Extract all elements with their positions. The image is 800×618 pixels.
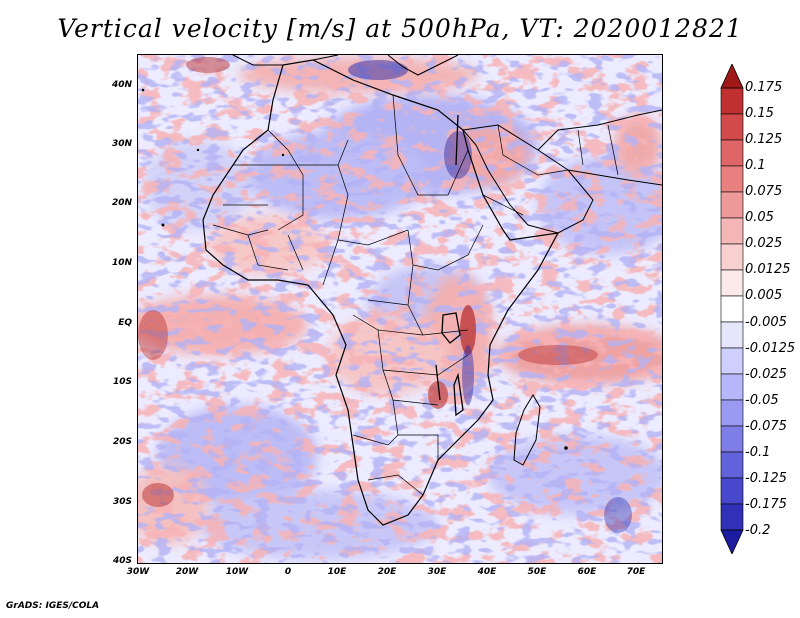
grads-credit: GrADS: IGES/COLA (6, 601, 100, 611)
lat-label: 10S (112, 377, 132, 387)
colorbar-bottom-arrow (720, 529, 744, 554)
lat-label: 10N (111, 258, 132, 268)
lat-label: 20N (111, 198, 132, 208)
colorbar-band (720, 191, 744, 219)
colorbar-label: -0.0125 (745, 341, 796, 356)
colorbar-label: 0.075 (745, 184, 783, 199)
colorbar-label: -0.025 (745, 367, 787, 382)
lon-label: 70E (626, 567, 646, 577)
colorbar-band (720, 425, 744, 453)
colorbar-band (720, 243, 744, 271)
colorbar-band (720, 503, 744, 531)
lon-label: 60E (577, 567, 597, 577)
islands (141, 88, 568, 450)
colorbar-band (720, 113, 744, 141)
colorbar-band (720, 295, 744, 323)
colorbar-bands (720, 87, 744, 531)
colorbar-label: -0.1 (745, 445, 771, 460)
colorbar (720, 64, 744, 554)
colorbar-label: -0.05 (745, 393, 779, 408)
velocity-field-map (138, 55, 662, 563)
colorbar-label: -0.005 (745, 315, 787, 330)
colorbar-band (720, 217, 744, 245)
lat-label: EQ (118, 318, 132, 328)
colorbar-label: -0.175 (745, 497, 787, 512)
lon-label: 50E (527, 567, 547, 577)
country-borders (212, 94, 619, 496)
lat-label: 20S (112, 437, 132, 447)
lat-label: 40S (112, 556, 132, 566)
colorbar-band (720, 347, 744, 375)
strong-cells (138, 57, 632, 533)
lon-label: 20E (377, 567, 397, 577)
colorbar-label: 0.125 (745, 132, 783, 147)
lat-label: 30N (111, 139, 132, 149)
lon-label: 0 (284, 567, 292, 577)
lon-label: 10W (225, 567, 249, 577)
lon-label: 10E (327, 567, 347, 577)
colorbar-band (720, 373, 744, 401)
colorbar-label: 0.15 (745, 106, 774, 121)
coastlines (202, 55, 662, 526)
lon-label: 30E (427, 567, 447, 577)
colorbar-label: -0.2 (745, 523, 771, 538)
lon-label: 40E (477, 567, 497, 577)
lakes (435, 114, 464, 417)
colorbar-band (720, 87, 744, 115)
colorbar-label: -0.125 (745, 471, 787, 486)
colorbar-band (720, 269, 744, 297)
colorbar-band (720, 477, 744, 505)
colorbar-top-arrow (720, 64, 744, 89)
colorbar-band (720, 321, 744, 349)
chart-title: Vertical velocity [m/s] at 500hPa, VT: 2… (57, 14, 743, 43)
lat-label: 30S (112, 497, 132, 507)
colorbar-label: 0.0125 (745, 262, 791, 277)
colorbar-band (720, 139, 744, 167)
colorbar-label: -0.075 (745, 419, 787, 434)
colorbar-label: 0.025 (745, 236, 783, 251)
lat-label: 40N (111, 80, 132, 90)
colorbar-band (720, 165, 744, 193)
colorbar-label: 0.005 (745, 288, 783, 303)
colorbar-band (720, 451, 744, 479)
lon-label: 20W (175, 567, 199, 577)
lon-label: 30W (126, 567, 150, 577)
colorbar-band (720, 399, 744, 427)
colorbar-label: 0.05 (745, 210, 774, 225)
colorbar-label: 0.175 (745, 80, 783, 95)
blue-texture (138, 55, 662, 563)
colorbar-label: 0.1 (745, 158, 766, 173)
map-panel (137, 54, 663, 564)
